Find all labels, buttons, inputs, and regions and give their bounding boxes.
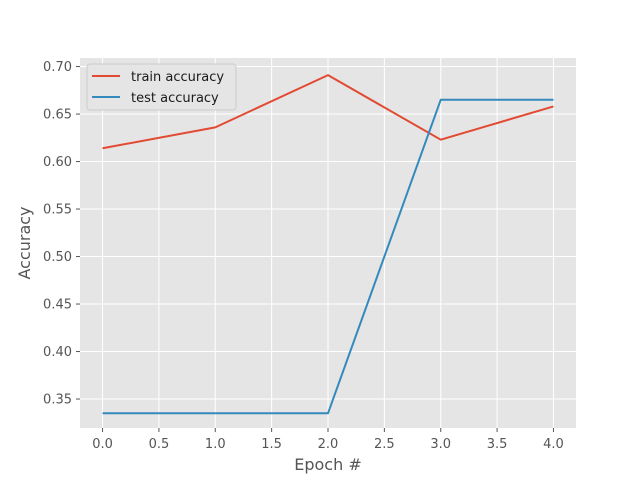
legend: train accuracy test accuracy [86,63,237,111]
y-tick-label: 0.70 [43,60,72,75]
series-lines [102,74,554,415]
x-tick-label: 1.5 [261,437,282,452]
legend-label-train-accuracy: train accuracy [131,70,224,85]
y-tick-label: 0.55 [43,203,72,218]
x-tick-label: 2.0 [318,437,339,452]
legend-box [86,63,237,111]
y-axis-label: Accuracy [15,206,34,279]
grid-lines [80,58,576,428]
x-tick-labels: 0.0 0.5 1.0 1.5 2.0 2.5 3.0 3.5 4.0 [92,428,564,452]
x-tick-label: 0.5 [149,437,170,452]
y-tick-labels: 0.35 0.40 0.45 0.50 0.55 0.60 0.65 0.70 [43,60,80,408]
x-tick-label: 1.0 [205,437,226,452]
y-tick-label: 0.45 [43,298,72,313]
y-tick-label: 0.65 [43,108,72,123]
y-tick-label: 0.35 [43,393,72,408]
x-axis-label: Epoch # [294,455,361,474]
x-tick-label: 0.0 [92,437,113,452]
x-tick-label: 4.0 [543,437,564,452]
y-tick-label: 0.40 [43,345,72,360]
y-tick-label: 0.50 [43,250,72,265]
x-tick-label: 3.5 [487,437,508,452]
legend-label-test-accuracy: test accuracy [131,91,219,106]
x-tick-label: 3.0 [430,437,451,452]
y-tick-label: 0.60 [43,155,72,170]
x-tick-label: 2.5 [374,437,395,452]
